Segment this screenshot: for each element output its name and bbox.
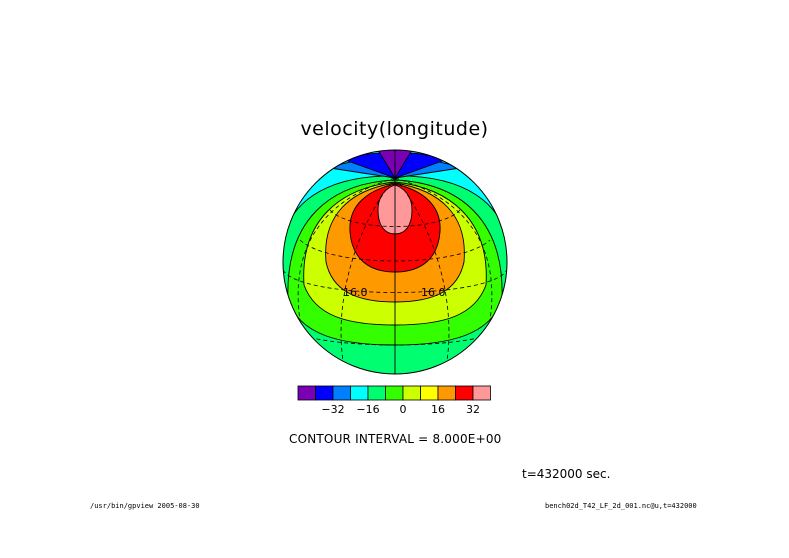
colorbar-swatch-10 — [472, 385, 491, 401]
latitude-line-0 — [283, 269, 507, 293]
contour-label-1: 16.0 — [421, 286, 446, 299]
colorbar-swatch-5 — [385, 385, 404, 401]
contour-label-0: 16.0 — [343, 286, 368, 299]
colorbar-swatch-6 — [402, 385, 421, 401]
contour-labels: 16.0 16.0 — [343, 286, 446, 299]
colorbar-tick-label-1: −16 — [356, 403, 379, 416]
footer-left: /usr/bin/gpview 2005-08-30 — [90, 502, 200, 510]
colorbar-swatch-7 — [420, 385, 439, 401]
time-label: t=432000 sec. — [522, 467, 611, 481]
colorbar-swatch-0 — [297, 385, 316, 401]
colorbar-tick-label-4: 32 — [466, 403, 480, 416]
contour-interval-text: CONTOUR INTERVAL = 8.000E+00 — [289, 432, 502, 446]
colorbar-tick-label-3: 16 — [431, 403, 445, 416]
longitude-line-1 — [394, 177, 450, 373]
colorbar-swatch-1 — [315, 385, 334, 401]
colorbar-swatch-2 — [332, 385, 351, 401]
chart-title: velocity(longitude) — [300, 118, 489, 140]
colorbar-swatch-9 — [455, 385, 474, 401]
colorbar: −32 −16 0 16 32 — [297, 385, 491, 416]
footer-right: bench02d_T42_LF_2d_001.nc@u,t=432000 — [545, 502, 697, 510]
colorbar-swatch-8 — [437, 385, 456, 401]
colorbar-swatch-3 — [350, 385, 369, 401]
colorbar-tick-label-2: 0 — [400, 403, 407, 416]
colorbar-tick-label-0: −32 — [321, 403, 344, 416]
colorbar-swatch-4 — [367, 385, 386, 401]
longitude-line-0 — [340, 177, 396, 373]
